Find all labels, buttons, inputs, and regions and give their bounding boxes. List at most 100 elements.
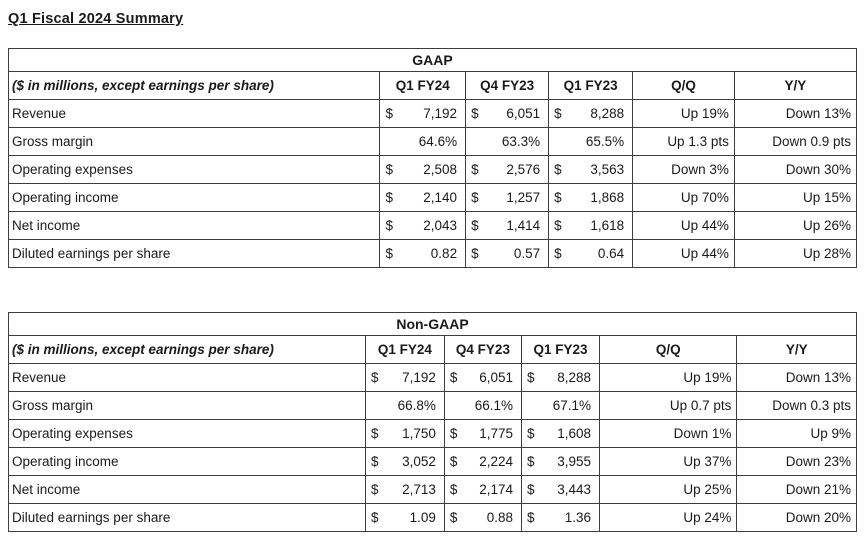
cell-q4fy23: $2,576 [465, 155, 550, 184]
cell-q1fy23: $1.36 [521, 503, 601, 532]
row-label: Operating expenses [8, 419, 366, 448]
cell-value: 0.57 [513, 246, 541, 261]
cell-value: 1,750 [402, 426, 436, 441]
cell-q1fy24: $2,508 [379, 155, 467, 184]
cell-q4fy23: 63.3% [465, 127, 550, 156]
cell-q1fy23: 67.1% [521, 391, 601, 420]
col-header-q1fy24: Q1 FY24 [379, 71, 467, 100]
cell-q1fy24: $0.82 [379, 239, 467, 268]
cell-value: 1,868 [590, 190, 625, 205]
table-row: Net income $2,713 $2,174 $3,443 Up 25% D… [8, 475, 857, 504]
table-row: Gross margin 64.6% 63.3% 65.5% Up 1.3 pt… [7, 127, 858, 156]
currency-symbol: $ [385, 190, 393, 205]
table-title-row: Non-GAAP [8, 312, 857, 336]
cell-value: 2,140 [423, 190, 458, 205]
cell-qq-change: Up 44% [632, 211, 735, 240]
cell-yy-change: Down 20% [736, 503, 857, 532]
currency-symbol: $ [449, 454, 458, 469]
cell-value: 1,257 [506, 190, 541, 205]
table-row: Diluted earnings per share $1.09 $0.88 $… [8, 503, 857, 532]
cell-value: 1.36 [564, 510, 592, 525]
cell-qq-change: Up 1.3 pts [632, 127, 735, 156]
currency-symbol: $ [471, 190, 479, 205]
cell-value: 3,563 [590, 162, 625, 177]
currency-symbol: $ [554, 246, 562, 261]
cell-q1fy23: $8,288 [521, 363, 601, 392]
cell-yy-change: Down 23% [736, 447, 857, 476]
row-label: Revenue [7, 99, 381, 128]
cell-q1fy24: $7,192 [365, 363, 445, 392]
currency-symbol: $ [371, 454, 379, 469]
cell-q4fy23: $0.88 [443, 503, 523, 532]
table-title: Non-GAAP [8, 312, 857, 336]
cell-q4fy23: $2,174 [443, 475, 523, 504]
cell-value: 2,508 [423, 162, 458, 177]
col-header-qq: Q/Q [599, 335, 738, 364]
cell-value: 7,192 [402, 370, 436, 385]
cell-q1fy24: $2,713 [365, 475, 445, 504]
cell-q1fy23: 65.5% [548, 127, 634, 156]
cell-value: 0.82 [430, 246, 458, 261]
cell-q4fy23: $1,414 [465, 211, 550, 240]
cell-value: 67.1% [552, 398, 592, 413]
cell-value: 1,618 [590, 218, 625, 233]
cell-q1fy24: $3,052 [365, 447, 445, 476]
currency-symbol: $ [385, 162, 393, 177]
cell-q4fy23: $2,224 [443, 447, 523, 476]
col-header-q1fy23: Q1 FY23 [521, 335, 601, 364]
column-header-row: ($ in millions, except earnings per shar… [8, 335, 857, 364]
currency-symbol: $ [554, 190, 562, 205]
cell-q1fy24: 64.6% [379, 127, 467, 156]
cell-value: 2,043 [423, 218, 458, 233]
cell-value: 7,192 [423, 106, 458, 121]
cell-value: 0.64 [597, 246, 625, 261]
currency-symbol: $ [471, 106, 479, 121]
currency-symbol: $ [449, 482, 458, 497]
currency-symbol: $ [371, 482, 379, 497]
row-label: Operating income [7, 183, 381, 212]
cell-value: 6,051 [479, 370, 514, 385]
currency-symbol: $ [385, 246, 393, 261]
table-row: Operating expenses $1,750 $1,775 $1,608 … [8, 419, 857, 448]
cell-q4fy23: $1,775 [443, 419, 523, 448]
cell-yy-change: Up 26% [733, 211, 858, 240]
cell-yy-change: Down 13% [736, 363, 857, 392]
cell-value: 2,713 [402, 482, 436, 497]
currency-symbol: $ [527, 370, 535, 385]
table-row: Diluted earnings per share $0.82 $0.57 $… [7, 239, 858, 268]
currency-symbol: $ [385, 218, 393, 233]
cell-q1fy24: 66.8% [365, 391, 445, 420]
cell-qq-change: Up 25% [599, 475, 738, 504]
cell-value: 0.88 [486, 510, 514, 525]
cell-q1fy23: $1,608 [521, 419, 601, 448]
table-row: Revenue $7,192 $6,051 $8,288 Up 19% Down… [8, 363, 857, 392]
col-header-q4fy23: Q4 FY23 [465, 71, 550, 100]
row-label: Operating expenses [7, 155, 381, 184]
col-header-q1fy23: Q1 FY23 [548, 71, 634, 100]
col-header-qq: Q/Q [632, 71, 735, 100]
cell-value: 66.1% [474, 398, 514, 413]
cell-value: 8,288 [557, 370, 592, 385]
cell-yy-change: Up 9% [736, 419, 857, 448]
cell-q1fy23: $1,618 [548, 211, 634, 240]
cell-q4fy23: $6,051 [465, 99, 550, 128]
cell-yy-change: Up 15% [733, 183, 858, 212]
cell-q4fy23: $1,257 [465, 183, 550, 212]
currency-symbol: $ [471, 218, 479, 233]
cell-value: 66.8% [397, 398, 436, 413]
cell-yy-change: Up 28% [733, 239, 858, 268]
col-header-yy: Y/Y [736, 335, 857, 364]
cell-value: 1,414 [506, 218, 541, 233]
table-title-row: GAAP [8, 48, 857, 72]
cell-qq-change: Up 19% [599, 363, 738, 392]
currency-symbol: $ [527, 426, 535, 441]
cell-q1fy23: $3,955 [521, 447, 601, 476]
cell-value: 2,576 [506, 162, 541, 177]
table-row: Net income $2,043 $1,414 $1,618 Up 44% U… [7, 211, 858, 240]
currency-symbol: $ [371, 510, 379, 525]
cell-value: 3,443 [557, 482, 592, 497]
row-label: Diluted earnings per share [7, 239, 381, 268]
cell-q1fy24: $2,140 [379, 183, 467, 212]
cell-value: 1.09 [409, 510, 436, 525]
currency-symbol: $ [371, 426, 379, 441]
